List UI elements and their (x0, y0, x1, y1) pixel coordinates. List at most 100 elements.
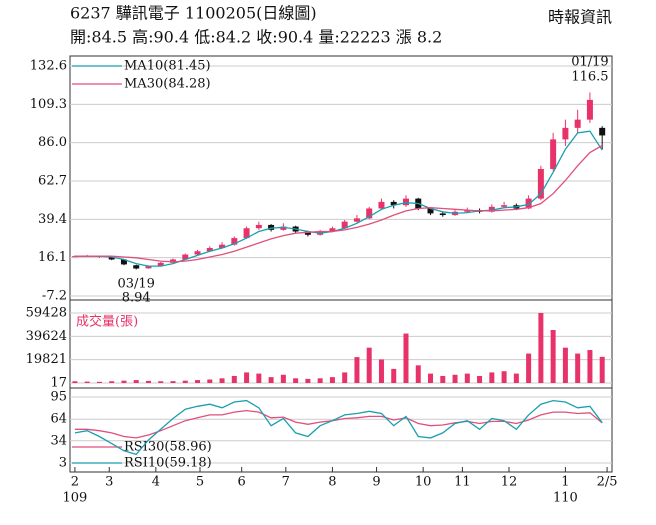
candle-body (145, 266, 152, 269)
volume-bar (403, 333, 409, 383)
candle-body (341, 221, 348, 229)
line-series (74, 144, 603, 263)
volume-bar (195, 380, 201, 383)
y-tick-label: 17 (50, 376, 67, 391)
candle-body (366, 208, 373, 219)
candle-body (170, 259, 177, 263)
y-tick-label: 95 (50, 390, 67, 405)
candle-body (488, 206, 495, 212)
y-tick-label: 34 (50, 433, 67, 448)
volume-bar (489, 372, 495, 383)
volume-bar (562, 347, 568, 383)
annotation-value: 8.94 (122, 291, 151, 306)
candle-body (120, 259, 127, 265)
volume-bar (231, 375, 237, 383)
y-tick-label: 86.0 (38, 135, 67, 150)
x-tick-label: 11 (454, 475, 471, 490)
candle-body (501, 205, 508, 207)
volume-bar (513, 373, 519, 383)
x-tick-label: 12 (501, 475, 518, 490)
candle-body (353, 218, 360, 222)
volume-bar (354, 357, 360, 383)
x-tick-label: 4 (152, 475, 160, 490)
volume-bar (158, 381, 164, 383)
y-tick-label: 39624 (26, 329, 67, 344)
candle-body (304, 231, 311, 235)
y-tick-label: 19821 (26, 352, 67, 367)
volume-bar (268, 377, 274, 383)
price-frame (69, 55, 613, 301)
volume-bar (329, 377, 335, 383)
candle-body (268, 224, 275, 230)
x-tick-label: 6 (238, 475, 246, 490)
annotation-date: 01/19 (571, 55, 608, 70)
volume-bar (109, 381, 115, 383)
candle-body (574, 119, 581, 128)
volume-bar (599, 356, 605, 383)
volume-bar (96, 381, 102, 383)
source: 時報資訊 (548, 8, 612, 27)
candle-body (464, 210, 471, 212)
candle-body (378, 201, 385, 209)
candle-body (599, 127, 606, 136)
chart-title: 6237 驊訊電子 1100205(日線圖) (70, 4, 317, 23)
volume-bar (415, 365, 421, 383)
y-tick-label: 39.4 (38, 212, 67, 227)
legend-label: RSI30(58.96) (124, 440, 212, 455)
x-tick-label: 8 (328, 475, 336, 490)
volume-bar (244, 372, 250, 383)
volume-bar (526, 353, 532, 383)
candle-body (537, 168, 544, 199)
volume-bar (317, 378, 323, 383)
y-tick-label: 132.6 (30, 59, 67, 74)
volume-bar (428, 373, 434, 383)
candle-body (255, 224, 262, 229)
candle-body (219, 244, 226, 248)
volume-bar (366, 347, 372, 383)
volume-bar (280, 374, 286, 383)
y-tick-label: 62.7 (38, 174, 67, 189)
y-tick-label: 3 (59, 456, 67, 471)
line-series (74, 399, 603, 456)
volume-bar (207, 379, 213, 383)
candle-body (108, 257, 115, 260)
volume-bar (477, 375, 483, 383)
candle-body (231, 238, 238, 245)
x-tick-label: 3 (105, 475, 113, 490)
volume-bar (72, 381, 78, 383)
legend-label: MA10(81.45) (124, 59, 211, 74)
candle-body (280, 226, 287, 230)
x-tick-label: 10 (415, 475, 432, 490)
x-year-label: 110 (553, 491, 578, 506)
volume-bar (342, 372, 348, 383)
volume-bar (293, 378, 299, 383)
volume-bar (219, 378, 225, 383)
volume-bar (170, 381, 176, 383)
x-tick-label: 5 (196, 475, 204, 490)
x-tick-label: 7 (282, 475, 290, 490)
rsi-frame (69, 387, 613, 473)
volume-bar (121, 380, 127, 383)
candle-body (206, 247, 213, 252)
volume-bar (575, 353, 581, 383)
line-series (74, 130, 603, 267)
volume-bar (256, 373, 262, 383)
volume-bar (587, 350, 593, 383)
candle-body (133, 265, 140, 269)
y-tick-label: 109.3 (30, 97, 67, 112)
candle-body (182, 254, 189, 260)
y-tick-label: 64 (50, 412, 67, 427)
x-tick-label: 9 (372, 475, 380, 490)
volume-title: 成交量(張) (76, 314, 138, 330)
x-tick-label: 2/5 (597, 475, 618, 490)
candle-body (427, 208, 434, 214)
y-tick-label: -7.2 (42, 289, 67, 304)
legend-label: MA30(84.28) (124, 77, 211, 92)
quote-line: 開:84.5 高:90.4 低:84.2 收:90.4 量:22223 漲 8.… (70, 28, 442, 47)
volume-bar (133, 380, 139, 383)
y-tick-label: 59428 (26, 306, 67, 321)
annotation-date: 03/19 (117, 277, 154, 292)
line-series (74, 409, 603, 439)
annotation-value: 116.5 (571, 70, 608, 85)
